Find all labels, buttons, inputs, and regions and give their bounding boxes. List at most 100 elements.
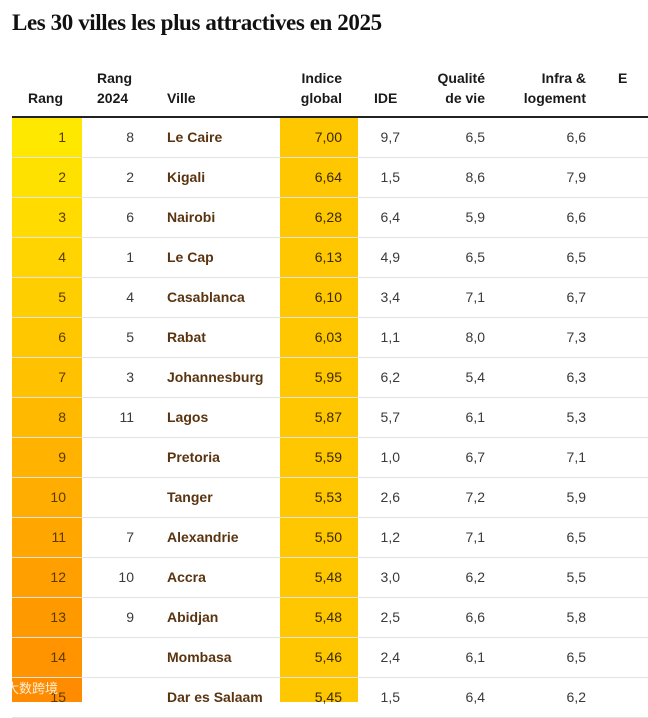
table-row: 6 5 Rabat 6,03 1,1 8,0 7,3 bbox=[12, 318, 648, 358]
cell-ide: 2,6 bbox=[380, 489, 400, 505]
cell-qualite-de-vie: 6,7 bbox=[465, 449, 485, 465]
table-row: 8 11 Lagos 5,87 5,7 6,1 5,3 bbox=[12, 398, 648, 438]
watermark: 大数跨境 bbox=[6, 681, 59, 696]
rang-color-cell bbox=[12, 118, 82, 158]
header-ville: Ville bbox=[167, 90, 196, 106]
table-body: 1 8 Le Caire 7,00 9,7 6,5 6,6 2 2 Kigali 6,64 1,5 8,… bbox=[12, 118, 648, 718]
cell-infra-logement: 7,3 bbox=[566, 329, 586, 345]
rang-color-cell bbox=[12, 518, 82, 558]
table-row: 2 2 Kigali 6,64 1,5 8,6 7,9 bbox=[12, 158, 648, 198]
rang-color-cell bbox=[12, 238, 82, 278]
cell-ville: Le Caire bbox=[167, 129, 223, 145]
cell-indice-global: 5,53 bbox=[314, 489, 342, 505]
cell-rang: 8 bbox=[58, 409, 66, 425]
cell-ide: 6,2 bbox=[380, 369, 400, 385]
rang-color-cell bbox=[12, 438, 82, 478]
cell-ville: Pretoria bbox=[167, 449, 220, 465]
table-row: 4 1 Le Cap 6,13 4,9 6,5 6,5 bbox=[12, 238, 648, 278]
cell-infra-logement: 6,5 bbox=[566, 249, 586, 265]
rang-color-cell bbox=[12, 678, 82, 702]
table-row: 9 Pretoria 5,59 1,0 6,7 7,1 bbox=[12, 438, 648, 478]
cell-ide: 2,4 bbox=[380, 649, 400, 665]
table-row: 12 10 Accra 5,48 3,0 6,2 5,5 bbox=[12, 558, 648, 598]
cell-rang-2024 bbox=[82, 638, 140, 677]
header-rang: Rang bbox=[28, 90, 63, 106]
cell-ville: Johannesburg bbox=[167, 369, 264, 385]
cell-infra-logement: 5,8 bbox=[566, 609, 586, 625]
table-row: 7 3 Johannesburg 5,95 6,2 5,4 6,3 bbox=[12, 358, 648, 398]
cell-indice-global: 5,46 bbox=[314, 649, 342, 665]
cell-ide: 1,2 bbox=[380, 529, 400, 545]
rang-color-cell bbox=[12, 398, 82, 438]
cell-qualite-de-vie: 6,5 bbox=[465, 129, 485, 145]
cell-qualite-de-vie: 5,9 bbox=[465, 209, 485, 225]
cell-rang: 7 bbox=[58, 369, 66, 385]
cell-rang-2024: 8 bbox=[126, 129, 134, 145]
indice-column-band bbox=[280, 116, 358, 702]
cell-indice-global: 7,00 bbox=[314, 129, 342, 145]
cell-rang-2024: 5 bbox=[126, 329, 134, 345]
cell-infra-logement: 5,5 bbox=[566, 569, 586, 585]
cell-infra-logement: 6,6 bbox=[566, 209, 586, 225]
cell-qualite-de-vie: 7,1 bbox=[465, 289, 485, 305]
cell-indice-global: 5,48 bbox=[314, 569, 342, 585]
table-row: 3 6 Nairobi 6,28 6,4 5,9 6,6 bbox=[12, 198, 648, 238]
table-row: 14 Mombasa 5,46 2,4 6,1 6,5 bbox=[12, 638, 648, 678]
table-row: 1 8 Le Caire 7,00 9,7 6,5 6,6 bbox=[12, 118, 648, 158]
cell-ville: Rabat bbox=[167, 329, 206, 345]
cell-ville: Nairobi bbox=[167, 209, 216, 225]
cell-infra-logement: 7,9 bbox=[566, 169, 586, 185]
cell-indice-global: 5,48 bbox=[314, 609, 342, 625]
cell-indice-global: 5,87 bbox=[314, 409, 342, 425]
cell-ville: Abidjan bbox=[167, 609, 219, 625]
cell-rang: 9 bbox=[58, 449, 66, 465]
table-row: 10 Tanger 5,53 2,6 7,2 5,9 bbox=[12, 478, 648, 518]
cell-infra-logement: 6,5 bbox=[566, 649, 586, 665]
cell-rang: 3 bbox=[58, 209, 66, 225]
cell-qualite-de-vie: 8,6 bbox=[465, 169, 485, 185]
table-background bbox=[12, 116, 358, 702]
cell-ide: 6,4 bbox=[380, 209, 400, 225]
cell-ide: 5,7 bbox=[380, 409, 400, 425]
cell-rang: 13 bbox=[50, 609, 66, 625]
cell-ide: 4,9 bbox=[380, 249, 400, 265]
cell-rang: 5 bbox=[58, 289, 66, 305]
cell-ville: Alexandrie bbox=[167, 529, 239, 545]
page-title: Les 30 villes les plus attractives en 20… bbox=[12, 10, 382, 35]
cell-rang: 11 bbox=[51, 529, 66, 545]
cell-ville: Lagos bbox=[167, 409, 209, 425]
cell-rang-2024: 11 bbox=[119, 409, 134, 425]
cell-rang-2024: 10 bbox=[118, 569, 134, 585]
table-row: 11 7 Alexandrie 5,50 1,2 7,1 6,5 bbox=[12, 518, 648, 558]
cell-qualite-de-vie: 8,0 bbox=[465, 329, 485, 345]
cell-rang-2024: 4 bbox=[126, 289, 134, 305]
cell-infra-logement: 6,3 bbox=[566, 369, 586, 385]
cell-indice-global: 6,28 bbox=[314, 209, 342, 225]
cell-rang: 2 bbox=[58, 169, 66, 185]
cell-rang: 12 bbox=[50, 569, 66, 585]
cell-ide: 3,0 bbox=[380, 569, 400, 585]
cell-infra-logement: 5,3 bbox=[566, 409, 586, 425]
header-rang-2024: Rang 2024 bbox=[97, 70, 132, 106]
cell-rang-2024 bbox=[82, 438, 140, 477]
cell-rang-2024: 1 bbox=[126, 249, 134, 265]
header-ide: IDE bbox=[374, 90, 398, 106]
rang-color-cell bbox=[12, 158, 82, 198]
cell-indice-global: 5,95 bbox=[314, 369, 342, 385]
cell-indice-global: 6,10 bbox=[314, 289, 342, 305]
cell-ville: Accra bbox=[167, 569, 206, 585]
rang-color-cell bbox=[12, 598, 82, 638]
cell-ville: Casablanca bbox=[167, 289, 245, 305]
cell-ide: 1,0 bbox=[380, 449, 400, 465]
cell-rang: 1 bbox=[58, 129, 66, 145]
cell-rang-2024 bbox=[82, 678, 140, 717]
table-header: Rang Rang 2024 Ville Indice global IDE Qua… bbox=[12, 60, 648, 118]
cell-qualite-de-vie: 5,4 bbox=[465, 369, 485, 385]
cell-rang: 10 bbox=[50, 489, 66, 505]
header-qualite-de-vie: Qualité de vie bbox=[437, 70, 485, 106]
cell-ville: Le Cap bbox=[167, 249, 214, 265]
cell-qualite-de-vie: 6,6 bbox=[465, 609, 485, 625]
cell-indice-global: 5,45 bbox=[314, 689, 342, 705]
cell-qualite-de-vie: 6,4 bbox=[465, 689, 485, 705]
cell-rang: 15 bbox=[50, 689, 66, 705]
